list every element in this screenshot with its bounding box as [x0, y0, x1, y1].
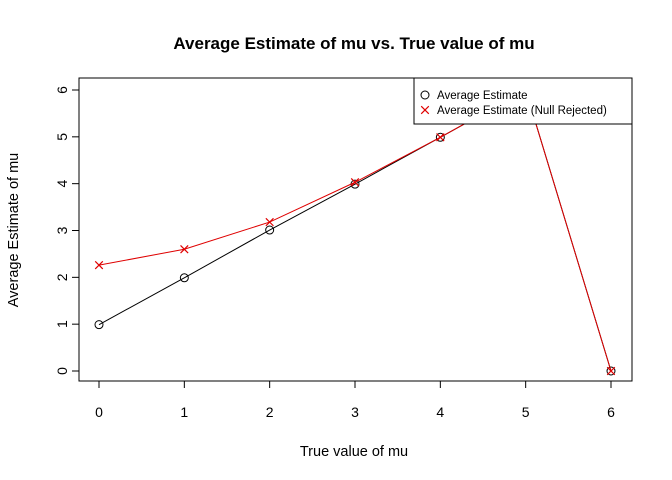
series-line-1 [98, 89, 612, 372]
series-layer [94, 85, 616, 376]
data-point [265, 217, 274, 227]
legend-box [413, 77, 633, 125]
data-point [94, 320, 104, 330]
data-point [180, 245, 189, 254]
data-point [179, 273, 189, 283]
y-tick-label: 6 [54, 86, 70, 94]
data-point [420, 105, 430, 115]
data-point [94, 260, 104, 270]
x-axis: 0 1 2 3 4 5 6 [95, 380, 615, 420]
data-point [350, 178, 360, 187]
y-tick-label: 3 [54, 226, 70, 234]
x-tick-label: 0 [95, 404, 103, 420]
y-tick-label: 2 [54, 273, 70, 281]
data-point [606, 366, 616, 376]
x-axis-label: True value of mu [300, 444, 408, 460]
legend-entry-label: Average Estimate (Null Rejected) [437, 105, 607, 117]
y-axis-label: Average Estimate of mu [6, 153, 22, 307]
data-point [435, 132, 445, 142]
x-tick-label: 3 [351, 404, 359, 420]
x-tick-label: 2 [266, 404, 274, 420]
y-tick-label: 5 [54, 133, 70, 141]
y-tick-label: 4 [54, 180, 70, 188]
legend: Average Estimate Average Estimate (Null R… [413, 77, 633, 125]
x-tick-label: 6 [607, 404, 615, 420]
data-point [606, 366, 616, 376]
data-point [420, 90, 430, 100]
y-tick-label: 0 [54, 367, 70, 375]
x-tick-label: 5 [522, 404, 530, 420]
y-tick-label: 1 [54, 320, 70, 328]
data-point [436, 133, 445, 142]
data-point [265, 225, 275, 235]
chart-title: Average Estimate of mu vs. True value of… [173, 34, 534, 53]
legend-entry-label: Average Estimate [437, 90, 528, 102]
y-axis: 0 1 2 3 4 5 6 [54, 86, 80, 375]
x-tick-label: 4 [436, 404, 444, 420]
series-line-2 [98, 89, 612, 372]
x-tick-label: 1 [180, 404, 188, 420]
